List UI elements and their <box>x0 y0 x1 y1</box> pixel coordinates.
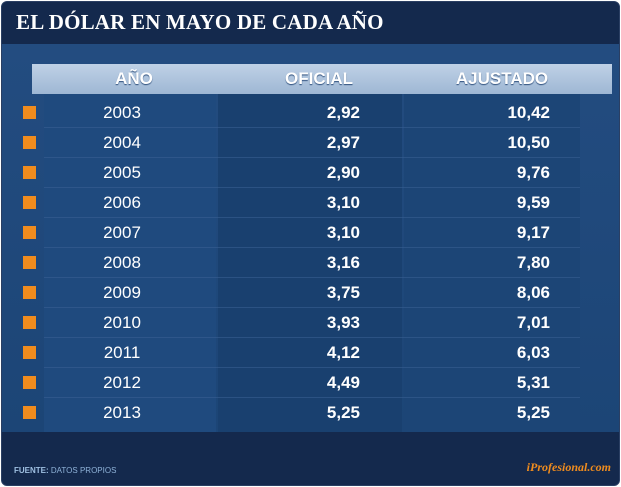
year-cell: 2012 <box>103 373 141 392</box>
oficial-cell: 3,93 <box>326 313 360 332</box>
year-column-bg <box>44 64 216 432</box>
table-row: 2003 2,92 10,42 <box>2 98 619 128</box>
table-row: 2008 3,16 7,80 <box>2 248 619 278</box>
table-row: 2007 3,10 9,17 <box>2 218 619 248</box>
table-header: AÑO OFICIAL AJUSTADO <box>32 64 612 94</box>
year-cell: 2013 <box>103 403 141 422</box>
ajustado-cell: 10,42 <box>507 103 550 122</box>
ajustado-cell: 7,80 <box>516 253 550 272</box>
ajustado-cell: 9,76 <box>516 163 550 182</box>
table-row: 2009 3,75 8,06 <box>2 278 619 308</box>
year-cell: 2011 <box>103 343 141 362</box>
row-divider <box>44 187 580 188</box>
oficial-cell: 3,10 <box>326 193 360 212</box>
source-label: FUENTE: <box>14 466 49 475</box>
orange-square-bullet-icon <box>23 406 36 419</box>
table-row: 2010 3,93 7,01 <box>2 308 619 338</box>
oficial-cell: 3,75 <box>326 283 360 302</box>
oficial-cell: 3,10 <box>326 223 360 242</box>
row-divider <box>44 277 580 278</box>
ajustado-cell: 6,03 <box>516 343 550 362</box>
orange-square-bullet-icon <box>23 376 36 389</box>
table-row: 2013 5,25 5,25 <box>2 398 619 428</box>
orange-square-bullet-icon <box>23 196 36 209</box>
footer-bar <box>2 432 619 485</box>
orange-square-bullet-icon <box>23 316 36 329</box>
orange-square-bullet-icon <box>23 166 36 179</box>
row-divider <box>44 307 580 308</box>
year-cell: 2009 <box>103 283 141 302</box>
table-row: 2006 3,10 9,59 <box>2 188 619 218</box>
table-row: 2005 2,90 9,76 <box>2 158 619 188</box>
table-row: 2004 2,97 10,50 <box>2 128 619 158</box>
orange-square-bullet-icon <box>23 106 36 119</box>
oficial-cell: 4,12 <box>326 343 360 362</box>
ajustado-cell: 7,01 <box>516 313 550 332</box>
oficial-cell: 5,25 <box>326 403 360 422</box>
header-year: AÑO <box>115 69 153 88</box>
orange-square-bullet-icon <box>23 286 36 299</box>
row-divider <box>44 127 580 128</box>
brand-logo: iProfesional.com <box>526 460 611 474</box>
ajustado-cell: 8,06 <box>516 283 550 302</box>
row-divider <box>44 217 580 218</box>
ajustado-cell: 9,59 <box>516 193 550 212</box>
orange-square-bullet-icon <box>23 136 36 149</box>
ajustado-cell: 10,50 <box>507 133 550 152</box>
year-cell: 2007 <box>103 223 141 242</box>
orange-square-bullet-icon <box>23 256 36 269</box>
source-note: FUENTE: DATOS PROPIOS <box>14 466 116 475</box>
year-cell: 2006 <box>103 193 141 212</box>
row-divider <box>44 337 580 338</box>
ajustado-cell: 5,25 <box>516 403 550 422</box>
ajustado-cell: 9,17 <box>516 223 550 242</box>
year-cell: 2010 <box>103 313 141 332</box>
year-cell: 2005 <box>103 163 141 182</box>
header-ajustado: AJUSTADO <box>455 69 549 88</box>
oficial-cell: 3,16 <box>326 253 360 272</box>
year-cell: 2008 <box>103 253 141 272</box>
orange-square-bullet-icon <box>23 346 36 359</box>
table-row: 2011 4,12 6,03 <box>2 338 619 368</box>
row-divider <box>44 247 580 248</box>
ajustado-cell: 5,31 <box>516 373 550 392</box>
header-oficial: OFICIAL <box>285 69 353 88</box>
chart-title: EL DÓLAR EN MAYO DE CADA AÑO <box>16 10 384 34</box>
ajustado-column-bg <box>404 64 580 432</box>
oficial-column-bg <box>218 64 402 432</box>
year-cell: 2004 <box>103 133 141 152</box>
source-text: DATOS PROPIOS <box>50 466 117 475</box>
year-cell: 2003 <box>103 103 141 122</box>
oficial-cell: 4,49 <box>326 373 360 392</box>
orange-square-bullet-icon <box>23 226 36 239</box>
oficial-cell: 2,92 <box>326 103 360 122</box>
table-row: 2012 4,49 5,31 <box>2 368 619 398</box>
row-divider <box>44 397 580 398</box>
row-divider <box>44 157 580 158</box>
oficial-cell: 2,90 <box>326 163 360 182</box>
row-divider <box>44 367 580 368</box>
oficial-cell: 2,97 <box>326 133 360 152</box>
title-bar: EL DÓLAR EN MAYO DE CADA AÑO <box>2 2 619 44</box>
